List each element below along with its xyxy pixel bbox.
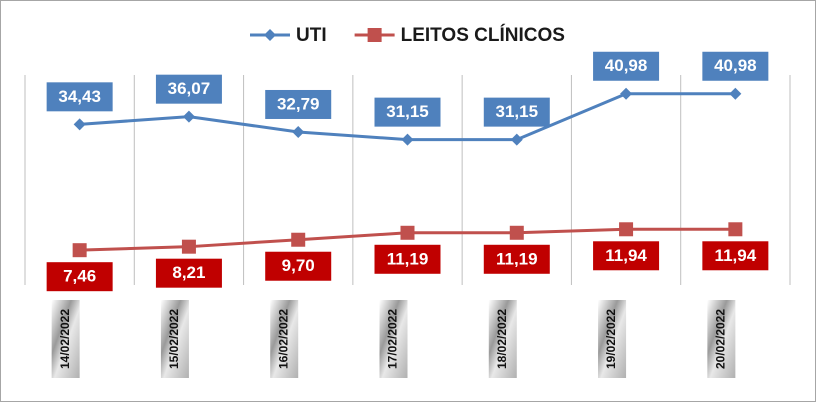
x-label-box [51, 300, 80, 378]
marker [509, 225, 524, 240]
value-label: 11,94 [605, 246, 647, 265]
value-label: 11,19 [387, 249, 429, 268]
marker [620, 87, 633, 100]
value-label-box [702, 51, 769, 81]
value-label: 34,43 [58, 87, 101, 106]
value-label-box [374, 97, 441, 127]
marker [72, 243, 87, 258]
value-label-box [483, 97, 550, 127]
marker [73, 118, 86, 131]
value-label: 40,98 [605, 56, 648, 75]
value-label: 36,07 [168, 79, 211, 98]
legend-label: UTI [296, 25, 327, 46]
value-label: 9,70 [282, 256, 315, 275]
marker [291, 232, 306, 247]
marker [729, 87, 742, 100]
marker [728, 222, 743, 237]
marker [510, 133, 523, 146]
marker [401, 133, 414, 146]
x-tick-label: 17/02/2022 [386, 309, 400, 369]
value-label-box [46, 82, 113, 112]
value-label-box [265, 89, 332, 119]
value-label: 31,15 [496, 102, 539, 121]
value-label: 7,46 [63, 267, 96, 286]
x-tick-label: 18/02/2022 [495, 309, 509, 369]
x-tick-label: 14/02/2022 [58, 309, 72, 369]
value-label-box [155, 258, 222, 288]
value-label: 40,98 [714, 56, 757, 75]
x-tick-label: 16/02/2022 [276, 309, 290, 369]
value-label: 11,94 [715, 246, 757, 265]
legend-label: LEITOS CLÍNICOS [401, 24, 565, 46]
legend-marker [367, 28, 382, 42]
marker [292, 125, 305, 138]
x-tick-label: 19/02/2022 [604, 309, 618, 369]
value-label-box [155, 74, 222, 104]
x-label-box [598, 300, 627, 378]
x-tick-label: 15/02/2022 [167, 309, 181, 369]
value-label: 11,19 [496, 249, 538, 268]
x-label-box [160, 300, 189, 378]
x-label-box [707, 300, 736, 378]
marker [181, 239, 196, 254]
value-label-box [593, 241, 660, 271]
x-label-box [488, 300, 517, 378]
marker [400, 225, 415, 240]
value-label-box [265, 251, 332, 281]
value-label-box [483, 244, 550, 274]
value-label-box [374, 244, 441, 274]
legend-marker [264, 29, 276, 41]
value-label: 32,79 [277, 94, 320, 113]
marker [619, 222, 634, 237]
marker [182, 110, 195, 123]
value-label-box [702, 241, 769, 271]
value-label-box [593, 51, 660, 81]
value-label: 8,21 [172, 263, 205, 282]
x-label-box [379, 300, 408, 378]
value-label-box [46, 262, 113, 292]
x-label-box [270, 300, 299, 378]
x-tick-label: 20/02/2022 [714, 309, 728, 369]
value-label: 31,15 [386, 102, 429, 121]
